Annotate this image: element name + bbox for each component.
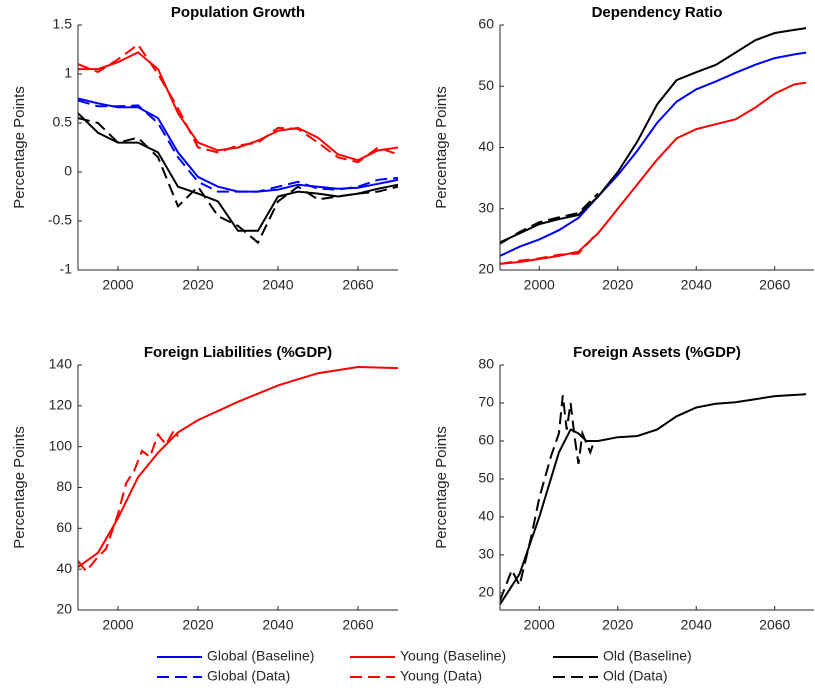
y-tick-label: 140 [49,356,73,372]
plot-area [78,43,398,245]
subplot: 20 30 40 50 60 2000 2020 2040 2060 Dependency Rat… [433,4,814,293]
y-tick-label: 80 [478,356,494,372]
y-axis-label: Percentage Points [433,86,450,209]
y-tick-label: -1 [60,261,73,277]
y-tick-label: 0.5 [53,114,73,130]
x-tick-label: 2040 [681,277,712,293]
y-tick-label: 20 [478,584,494,600]
y-axis-label: Percentage Points [11,86,28,209]
data-line [78,99,398,193]
baseline-line [500,81,807,265]
baseline-line [78,365,398,568]
x-tick-label: 2020 [182,617,213,633]
y-tick-label: 60 [478,16,494,32]
x-tick-label: 2060 [342,617,373,633]
y-axis-label: Percentage Points [11,426,28,549]
data-line [500,192,599,245]
y-tick-label: 100 [49,437,73,453]
chart-title: Foreign Liabilities (%GDP) [144,344,332,361]
y-tick-label: 30 [478,546,494,562]
x-tick-label: 2000 [102,277,133,293]
baseline-line [500,51,807,257]
x-tick-label: 2040 [262,617,293,633]
legend-label: Old (Data) [603,668,668,684]
x-tick-label: 2020 [602,617,633,633]
x-tick-label: 2020 [182,277,213,293]
baseline-line [78,97,398,193]
data-line [78,117,398,245]
legend: Global (Baseline) Global (Data) Young (Bas… [157,648,692,684]
y-axis-label: Percentage Points [433,426,450,549]
y-tick-label: 1.5 [53,16,73,32]
legend-label: Global (Baseline) [207,648,314,664]
baseline-line [500,27,807,244]
chart-title: Dependency Ratio [592,4,723,21]
subplot: -1 -0.5 0 0.5 1 1.5 2000 2020 2040 2060 Population… [11,4,398,293]
y-tick-label: 120 [49,397,73,413]
legend-label: Young (Data) [400,668,482,684]
y-tick-label: 60 [56,519,72,535]
y-tick-label: 80 [56,478,72,494]
y-tick-label: 20 [56,601,72,617]
y-tick-label: 20 [478,261,494,277]
legend-label: Old (Baseline) [603,648,692,664]
x-tick-label: 2000 [524,617,555,633]
y-tick-label: 50 [478,470,494,486]
baseline-line [78,112,398,232]
plot-area [500,27,807,265]
baseline-line [78,51,398,162]
subplot: 20 30 40 50 60 70 80 2000 2020 2040 2060 Foreign As… [433,344,814,633]
y-tick-label: -0.5 [48,212,72,228]
y-tick-label: 40 [478,508,494,524]
plot-area [500,393,807,605]
data-line [78,43,398,164]
x-tick-label: 2060 [759,277,790,293]
y-tick-label: 40 [478,138,494,154]
x-tick-label: 2020 [602,277,633,293]
y-tick-label: 0 [64,163,72,179]
y-tick-label: 40 [56,560,72,576]
y-tick-label: 1 [64,65,72,81]
x-tick-label: 2000 [102,617,133,633]
x-tick-label: 2040 [262,277,293,293]
y-tick-label: 60 [478,432,494,448]
legend-label: Young (Baseline) [400,648,506,664]
data-line [78,428,179,573]
legend-label: Global (Data) [207,668,290,684]
y-tick-label: 30 [478,199,494,215]
x-tick-label: 2000 [524,277,555,293]
y-tick-label: 50 [478,77,494,93]
data-line [500,395,596,601]
y-tick-label: 70 [478,394,494,410]
baseline-line [500,393,807,605]
chart-title: Foreign Assets (%GDP) [573,344,741,361]
x-tick-label: 2060 [759,617,790,633]
x-tick-label: 2040 [681,617,712,633]
chart-title: Population Growth [171,4,305,21]
x-tick-label: 2060 [342,277,373,293]
plot-area [78,365,398,573]
